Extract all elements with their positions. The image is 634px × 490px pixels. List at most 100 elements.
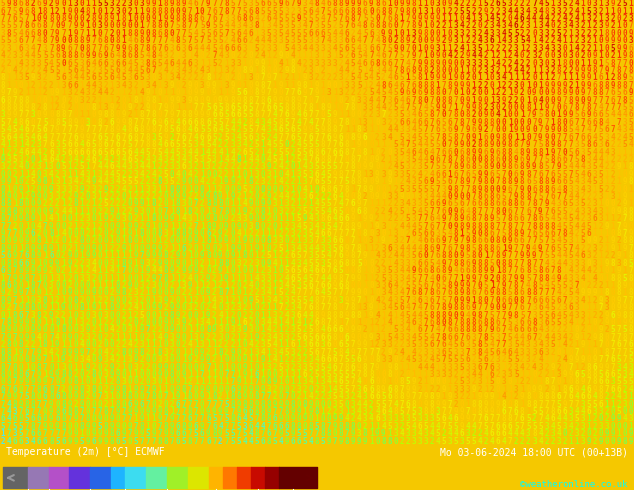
- Text: 3: 3: [122, 66, 126, 75]
- Text: 7: 7: [490, 415, 495, 423]
- Text: 9: 9: [139, 415, 144, 423]
- Text: 9: 9: [399, 88, 404, 97]
- Text: 1: 1: [25, 221, 30, 231]
- Text: 2: 2: [327, 74, 332, 82]
- Text: 1: 1: [79, 199, 84, 208]
- Text: 0: 0: [586, 259, 591, 268]
- Text: 9: 9: [448, 266, 452, 275]
- Text: 2: 2: [188, 289, 193, 297]
- Text: 3: 3: [302, 192, 307, 201]
- Text: 6: 6: [212, 7, 217, 16]
- Text: 8: 8: [477, 266, 482, 275]
- Text: 2: 2: [7, 58, 11, 68]
- Text: 5: 5: [297, 147, 301, 156]
- Text: 4: 4: [393, 259, 398, 268]
- Text: 4: 4: [417, 140, 422, 149]
- Text: 8: 8: [574, 377, 579, 387]
- Text: 4: 4: [580, 170, 585, 179]
- Text: 7: 7: [477, 415, 482, 423]
- Text: 3: 3: [580, 437, 585, 446]
- Text: 2: 2: [399, 214, 404, 223]
- Text: 7: 7: [453, 244, 458, 253]
- Text: 5: 5: [339, 22, 344, 30]
- Text: 7: 7: [218, 207, 223, 216]
- Text: 9: 9: [230, 348, 235, 357]
- Text: 6: 6: [321, 147, 325, 156]
- Text: 2: 2: [139, 377, 144, 387]
- Text: 6: 6: [544, 266, 549, 275]
- Text: 4: 4: [139, 147, 144, 156]
- Text: 9: 9: [49, 370, 54, 379]
- Text: 3: 3: [97, 81, 102, 90]
- Text: 9: 9: [544, 103, 549, 112]
- Text: 3: 3: [110, 0, 114, 8]
- Text: 0: 0: [164, 192, 169, 201]
- Text: 9: 9: [623, 192, 627, 201]
- Text: 9: 9: [508, 311, 512, 319]
- Text: 3: 3: [411, 199, 416, 208]
- Text: 4: 4: [399, 244, 404, 253]
- Text: 5: 5: [556, 400, 561, 409]
- Text: 5: 5: [297, 273, 301, 283]
- Text: 6: 6: [7, 251, 11, 260]
- Text: 2: 2: [465, 29, 470, 38]
- Text: 3: 3: [574, 199, 579, 208]
- Text: 1: 1: [484, 251, 488, 260]
- Text: 7: 7: [25, 311, 30, 319]
- Text: 9: 9: [206, 22, 210, 30]
- Text: 4: 4: [405, 318, 410, 327]
- Text: 1: 1: [290, 81, 295, 90]
- Text: 6: 6: [115, 147, 120, 156]
- Text: 1: 1: [115, 333, 120, 342]
- Text: 3: 3: [436, 229, 440, 238]
- Text: 1: 1: [604, 177, 609, 186]
- Text: 0: 0: [472, 407, 476, 416]
- Text: 7: 7: [574, 348, 579, 357]
- Text: 7: 7: [526, 311, 531, 319]
- Text: 4: 4: [544, 333, 549, 342]
- Text: 6: 6: [484, 147, 488, 156]
- Text: 9: 9: [188, 81, 193, 90]
- Text: 8: 8: [188, 110, 193, 120]
- Text: 2: 2: [387, 199, 392, 208]
- Text: 8: 8: [79, 422, 84, 431]
- Text: 3: 3: [266, 333, 271, 342]
- Text: 1: 1: [580, 348, 585, 357]
- Text: 5: 5: [55, 58, 60, 68]
- Text: 3: 3: [351, 407, 356, 416]
- Text: 0: 0: [297, 66, 301, 75]
- Text: 3: 3: [453, 36, 458, 45]
- Text: 1: 1: [273, 303, 277, 312]
- Text: 0: 0: [218, 370, 223, 379]
- Text: 4: 4: [574, 207, 579, 216]
- Text: 1: 1: [230, 289, 235, 297]
- Text: 2: 2: [273, 325, 277, 335]
- Text: 9: 9: [19, 214, 23, 223]
- Text: 4: 4: [254, 155, 259, 164]
- Text: 6: 6: [266, 0, 271, 8]
- Text: 1: 1: [629, 392, 633, 401]
- Text: 0: 0: [363, 140, 368, 149]
- Text: 1: 1: [85, 162, 90, 171]
- Text: 6: 6: [73, 81, 78, 90]
- Text: 8: 8: [55, 318, 60, 327]
- Text: 0: 0: [170, 7, 174, 16]
- Text: 0: 0: [477, 155, 482, 164]
- Text: 8: 8: [19, 199, 23, 208]
- Text: 9: 9: [19, 7, 23, 16]
- Text: 3: 3: [309, 66, 313, 75]
- Text: 1: 1: [13, 44, 17, 53]
- Text: 5: 5: [538, 140, 543, 149]
- Text: 3: 3: [550, 259, 555, 268]
- Text: 3: 3: [568, 237, 573, 245]
- Text: 2: 2: [236, 192, 241, 201]
- Text: 9: 9: [357, 133, 361, 142]
- Text: 0: 0: [110, 341, 114, 349]
- Text: 1: 1: [297, 192, 301, 201]
- Text: 2: 2: [49, 289, 54, 297]
- Text: 3: 3: [249, 221, 253, 231]
- Text: 3: 3: [568, 281, 573, 290]
- Text: 3: 3: [164, 81, 169, 90]
- Text: 1: 1: [580, 58, 585, 68]
- Text: 1: 1: [110, 251, 114, 260]
